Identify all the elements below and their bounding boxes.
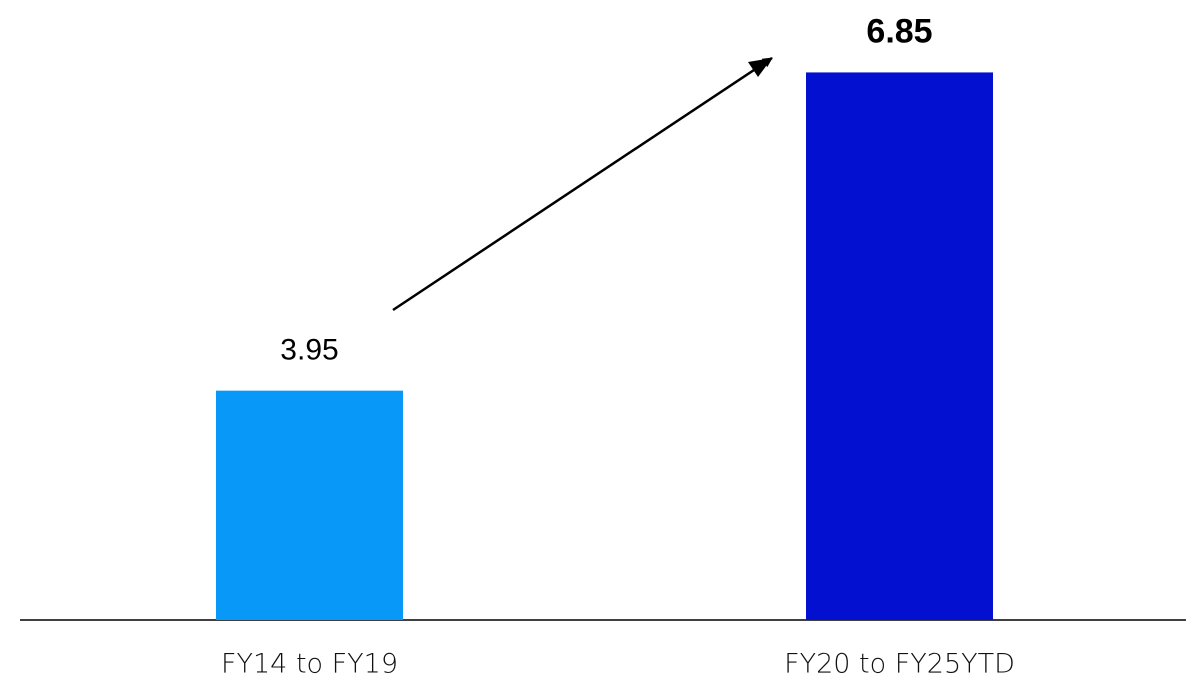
trend-arrow [392, 56, 773, 312]
x-tick-label: FY20 to FY25YTD [784, 649, 1015, 680]
arrow-head [748, 58, 772, 77]
bar [806, 72, 993, 620]
value-label: 3.95 [280, 334, 338, 367]
value-label: 6.85 [866, 12, 932, 50]
bar [216, 390, 403, 620]
x-tick-label: FY14 to FY19 [221, 649, 398, 680]
